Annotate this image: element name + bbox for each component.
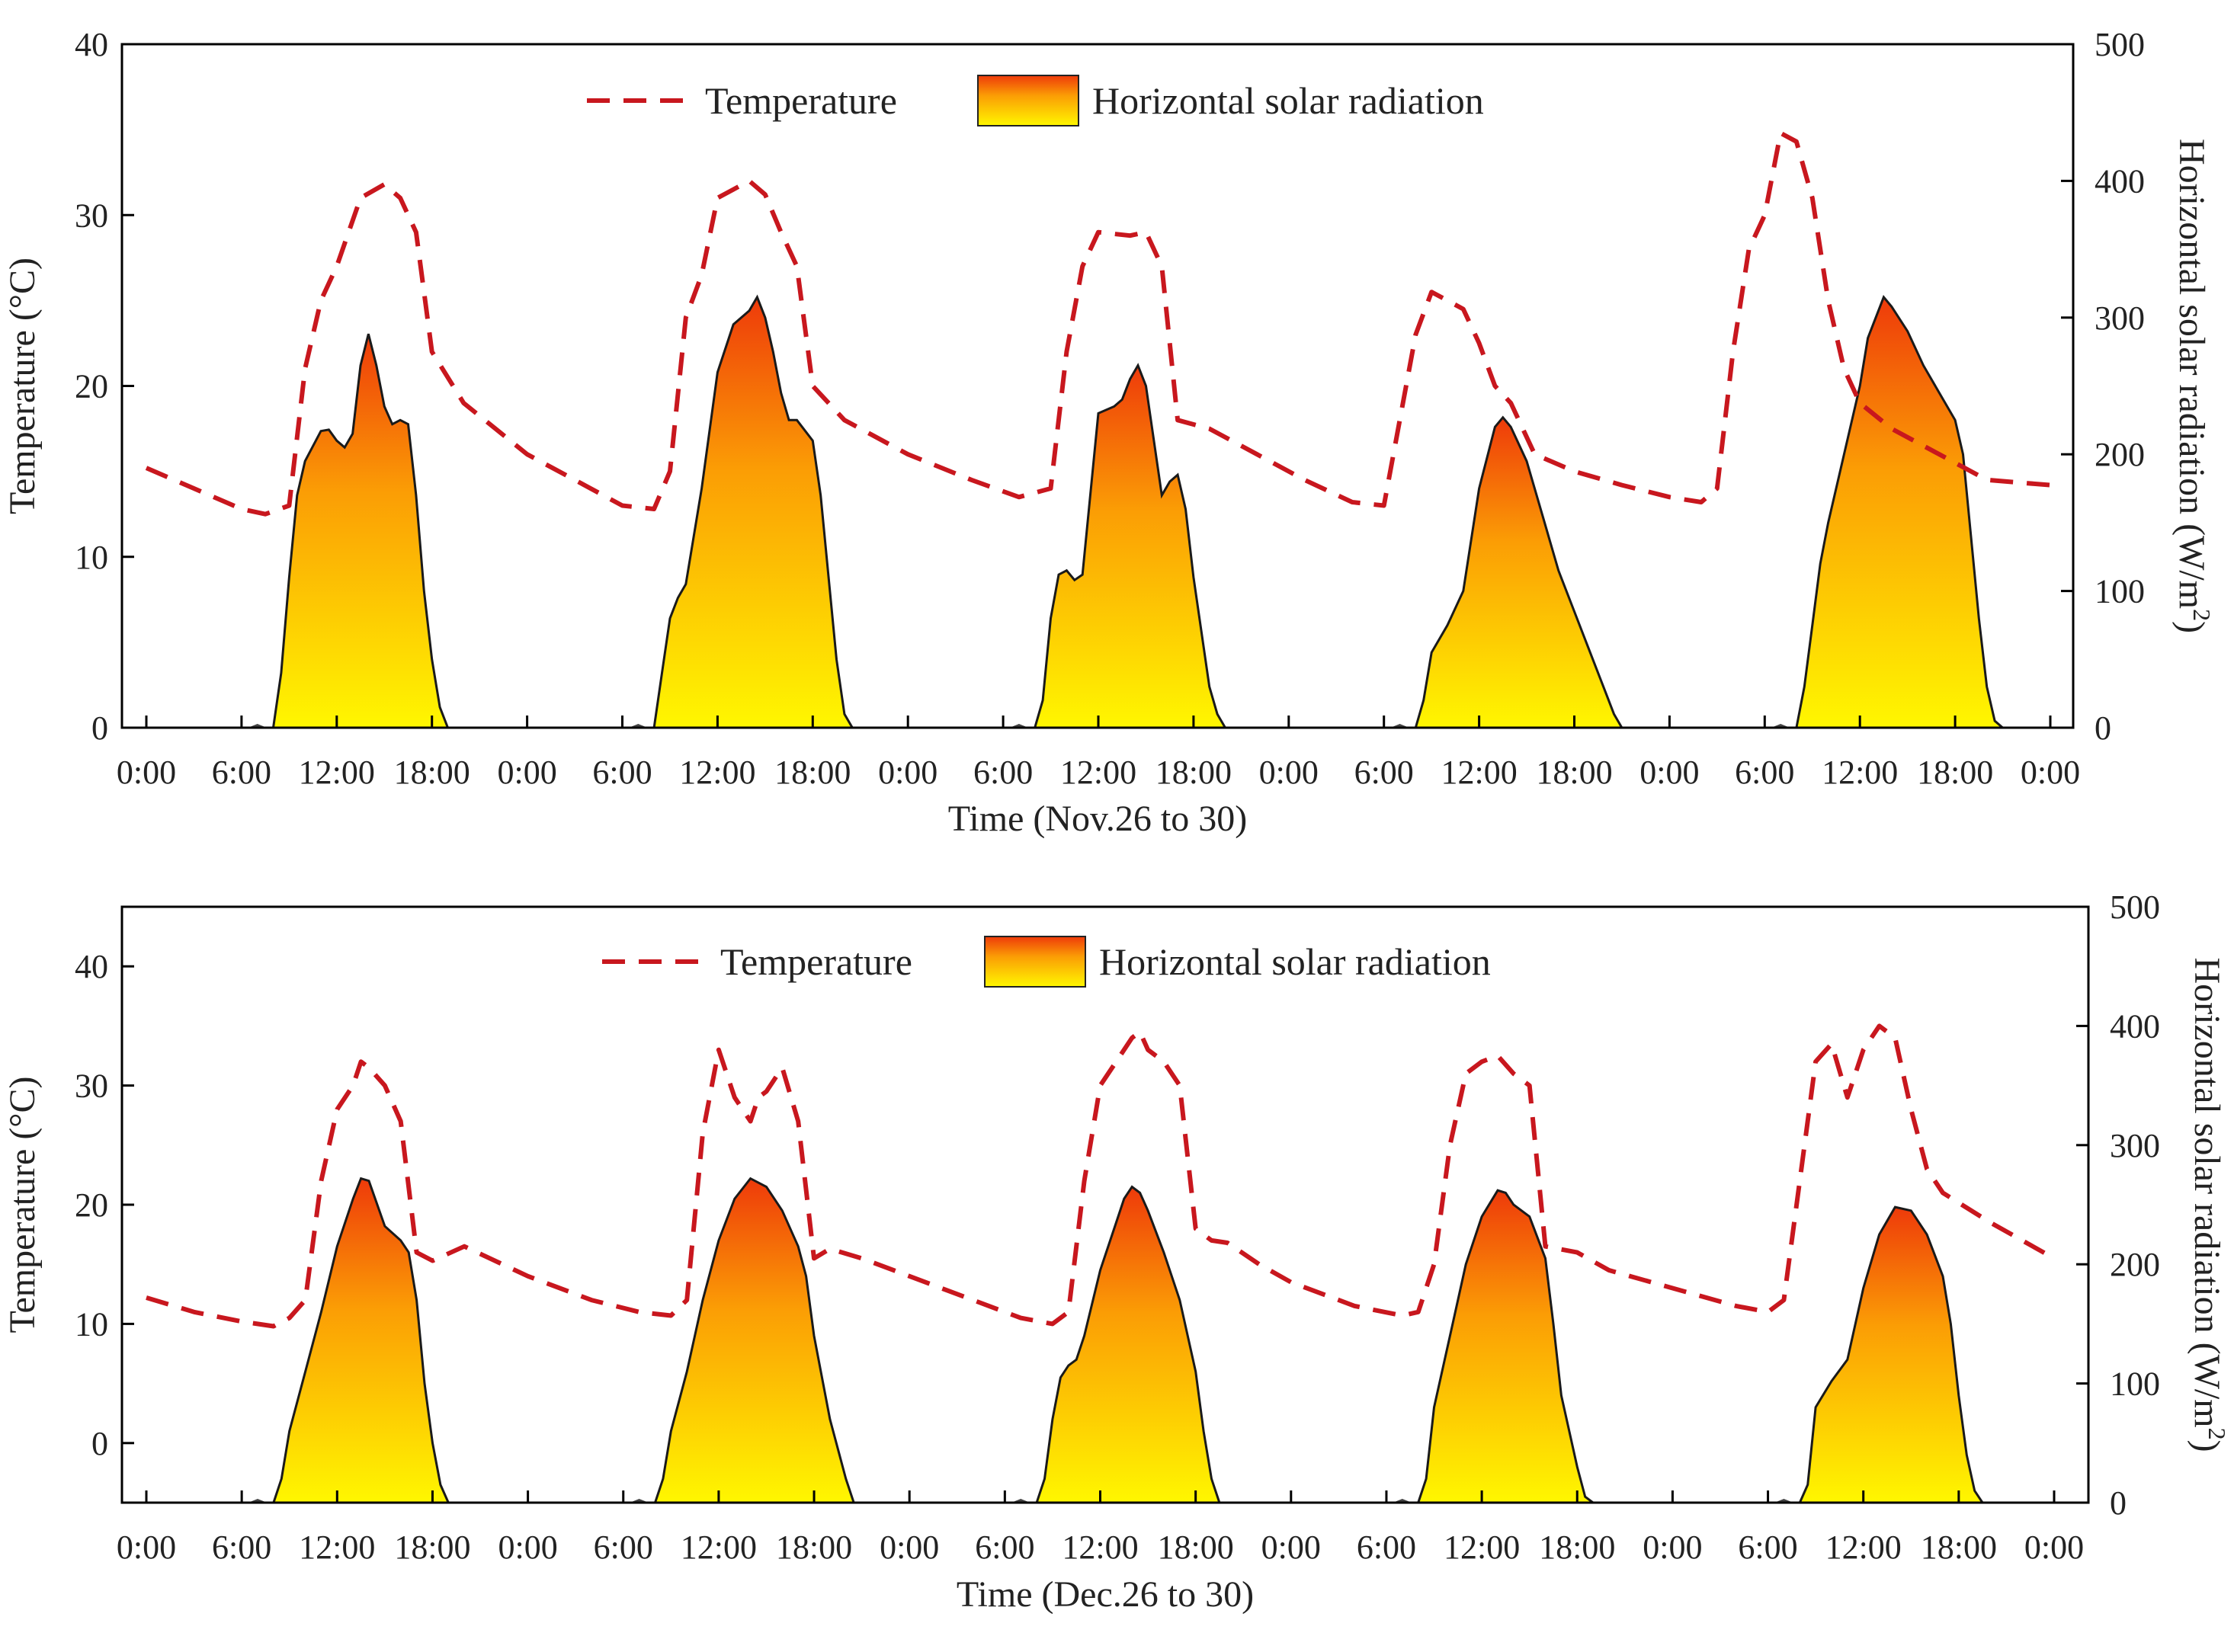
y-left-tick-label: 0 bbox=[91, 1425, 108, 1462]
radiation-area-day-3 bbox=[1035, 1185, 1221, 1504]
y-right-tick-label: 200 bbox=[2110, 1246, 2160, 1283]
x-tick-label: 18:00 bbox=[774, 754, 851, 791]
y-right-tick-label: 300 bbox=[2095, 299, 2145, 337]
x-tick-label: 0:00 bbox=[117, 1529, 176, 1566]
radiation-area-day-1 bbox=[271, 333, 450, 729]
legend-temperature-label: Temperature bbox=[720, 940, 912, 983]
radiation-area-day-3 bbox=[1033, 363, 1228, 729]
x-tick-label: 18:00 bbox=[1921, 1529, 1997, 1566]
x-tick-label: 12:00 bbox=[1825, 1529, 1902, 1566]
y-right-title-close: ) bbox=[2171, 621, 2212, 633]
y-left-tick-label: 10 bbox=[75, 539, 108, 576]
y-right-tick-label: 0 bbox=[2110, 1484, 2127, 1522]
y-right-tick-label: 400 bbox=[2095, 162, 2145, 200]
y-left-tick-label: 0 bbox=[91, 709, 108, 747]
x-tick-label: 12:00 bbox=[1822, 754, 1898, 791]
y-left-axis-title: Temperature (°C) bbox=[2, 258, 43, 514]
x-tick-label: 0:00 bbox=[2024, 1529, 2084, 1566]
x-tick-label: 0:00 bbox=[1639, 754, 1699, 791]
y-left-tick-label: 40 bbox=[75, 26, 108, 63]
radiation-area-day-5 bbox=[1797, 1205, 1985, 1504]
x-tick-label: 6:00 bbox=[1354, 754, 1414, 791]
radiation-area-day-2 bbox=[653, 1177, 856, 1504]
x-tick-label: 18:00 bbox=[394, 754, 470, 791]
x-tick-label: 6:00 bbox=[1735, 754, 1794, 791]
x-tick-label: 18:00 bbox=[1539, 1529, 1615, 1566]
x-tick-label: 0:00 bbox=[878, 754, 938, 791]
x-tick-label: 0:00 bbox=[117, 754, 176, 791]
radiation-area-day-1 bbox=[271, 1177, 450, 1504]
x-tick-label: 12:00 bbox=[681, 1529, 757, 1566]
legend-radiation-label: Horizontal solar radiation bbox=[1092, 79, 1484, 122]
y-right-tick-label: 300 bbox=[2110, 1127, 2160, 1164]
x-tick-label: 6:00 bbox=[1738, 1529, 1797, 1566]
x-tick-label: 12:00 bbox=[679, 754, 755, 791]
radiation-area-day-4 bbox=[1414, 415, 1624, 729]
y-right-tick-label: 0 bbox=[2095, 709, 2111, 747]
y-right-tick-label: 500 bbox=[2110, 888, 2160, 926]
legend-radiation-swatch bbox=[977, 75, 1079, 126]
x-tick-label: 0:00 bbox=[1259, 754, 1319, 791]
radiation-area-day-2 bbox=[652, 294, 854, 729]
y-right-title-close: ) bbox=[2187, 1440, 2227, 1452]
x-tick-label: 6:00 bbox=[212, 1529, 271, 1566]
y-right-title-superscript: 2 bbox=[2204, 1428, 2231, 1440]
temperature-series-line bbox=[146, 1023, 2056, 1329]
y-right-axis-title: Horizontal solar radiation (W/m2) bbox=[2171, 139, 2216, 633]
x-tick-label: 18:00 bbox=[1536, 754, 1612, 791]
legend-temperature-label: Temperature bbox=[705, 79, 897, 122]
x-tick-label: 18:00 bbox=[776, 1529, 852, 1566]
y-left-axis-title: Temperature (°C) bbox=[2, 1076, 43, 1333]
x-tick-label: 6:00 bbox=[594, 1529, 653, 1566]
x-tick-label: 6:00 bbox=[1357, 1529, 1416, 1566]
x-axis-title: Time (Nov.26 to 30) bbox=[948, 799, 1247, 839]
y-left-tick-label: 30 bbox=[75, 197, 108, 234]
x-tick-label: 18:00 bbox=[394, 1529, 470, 1566]
x-tick-label: 12:00 bbox=[1444, 1529, 1520, 1566]
radiation-area-day-5 bbox=[1795, 294, 2006, 729]
x-tick-label: 18:00 bbox=[1155, 754, 1232, 791]
x-tick-label: 12:00 bbox=[1441, 754, 1517, 791]
x-tick-label: 18:00 bbox=[1158, 1529, 1234, 1566]
x-tick-label: 0:00 bbox=[2021, 754, 2080, 791]
y-left-tick-label: 10 bbox=[75, 1305, 108, 1343]
x-tick-label: 0:00 bbox=[1261, 1529, 1321, 1566]
temperature-series-line bbox=[145, 130, 2051, 517]
x-axis-title: Time (Dec.26 to 30) bbox=[957, 1574, 1254, 1615]
x-tick-label: 0:00 bbox=[498, 1529, 557, 1566]
x-tick-label: 6:00 bbox=[592, 754, 652, 791]
x-tick-label: 6:00 bbox=[973, 754, 1033, 791]
y-left-tick-label: 20 bbox=[75, 1186, 108, 1224]
y-right-axis-title: Horizontal solar radiation (W/m2) bbox=[2187, 957, 2231, 1452]
x-tick-label: 12:00 bbox=[299, 1529, 375, 1566]
y-right-tick-label: 100 bbox=[2095, 573, 2145, 610]
x-tick-label: 12:00 bbox=[1060, 754, 1136, 791]
x-tick-label: 6:00 bbox=[212, 754, 271, 791]
x-tick-label: 0:00 bbox=[880, 1529, 939, 1566]
x-tick-label: 0:00 bbox=[497, 754, 556, 791]
y-right-tick-label: 200 bbox=[2095, 436, 2145, 473]
y-left-tick-label: 40 bbox=[75, 948, 108, 985]
x-tick-label: 12:00 bbox=[1062, 1529, 1138, 1566]
y-right-tick-label: 500 bbox=[2095, 26, 2145, 63]
y-left-tick-label: 30 bbox=[75, 1068, 108, 1105]
y-right-title-superscript: 2 bbox=[2188, 609, 2216, 621]
radiation-area-day-4 bbox=[1416, 1189, 1597, 1504]
x-tick-label: 12:00 bbox=[299, 754, 375, 791]
y-right-title-text: Horizontal solar radiation (W/m bbox=[2187, 957, 2227, 1427]
x-tick-label: 6:00 bbox=[975, 1529, 1034, 1566]
legend-radiation-label: Horizontal solar radiation bbox=[1099, 940, 1491, 983]
x-tick-label: 18:00 bbox=[1917, 754, 1993, 791]
y-right-tick-label: 100 bbox=[2110, 1365, 2160, 1403]
y-right-tick-label: 400 bbox=[2110, 1007, 2160, 1045]
legend-radiation-swatch bbox=[984, 936, 1086, 988]
y-right-title-text: Horizontal solar radiation (W/m bbox=[2171, 139, 2212, 609]
x-tick-label: 0:00 bbox=[1643, 1529, 1702, 1566]
y-left-tick-label: 20 bbox=[75, 368, 108, 405]
